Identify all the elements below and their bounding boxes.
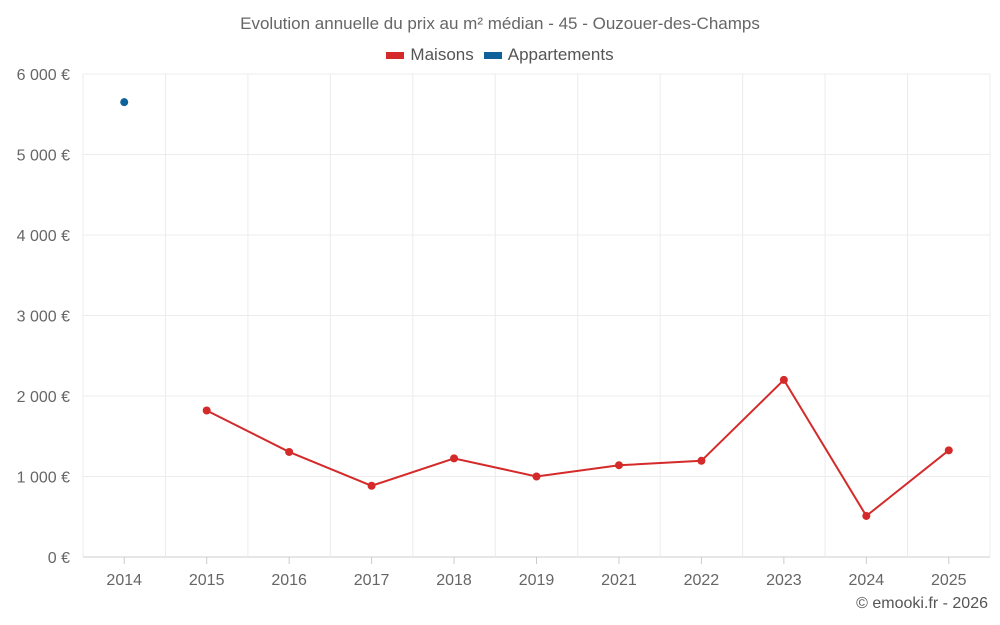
y-tick-label: 6 000 € — [17, 67, 70, 84]
legend-item-maisons[interactable]: Maisons — [386, 45, 474, 65]
data-point-maisons-2024 — [862, 511, 871, 520]
data-point-maisons-2017 — [367, 481, 376, 490]
data-point-maisons-2021 — [614, 461, 623, 470]
y-tick-label: 2 000 € — [17, 389, 70, 406]
y-tick-label: 4 000 € — [17, 228, 70, 245]
data-point-appartements-2014 — [120, 98, 129, 107]
data-point-maisons-2018 — [450, 454, 459, 463]
legend-item-appartements[interactable]: Appartements — [483, 45, 614, 65]
legend: Maisons Appartements — [0, 45, 1000, 65]
data-point-maisons-2022 — [697, 456, 706, 465]
x-tick-label: 2019 — [519, 572, 555, 589]
data-point-maisons-2015 — [202, 406, 211, 415]
x-tick-label: 2017 — [354, 572, 390, 589]
series-line-maisons — [206, 378, 950, 518]
x-tick-label: 2014 — [106, 572, 142, 589]
y-tick-label: 3 000 € — [17, 309, 70, 326]
legend-swatch-maisons — [386, 51, 405, 59]
credit-text: © emooki.fr - 2026 — [856, 595, 988, 612]
y-tick-label: 1 000 € — [17, 470, 70, 487]
x-tick-label: 2023 — [766, 572, 802, 589]
data-point-maisons-2016 — [285, 447, 294, 456]
legend-label-appartements: Appartements — [507, 45, 614, 64]
x-tick-label: 2022 — [684, 572, 720, 589]
data-point-maisons-2023 — [779, 375, 788, 384]
y-tick-label: 5 000 € — [17, 148, 70, 165]
legend-label-maisons: Maisons — [410, 45, 474, 64]
x-tick-label: 2016 — [271, 572, 307, 589]
x-tick-label: 2025 — [931, 572, 967, 589]
data-point-maisons-2019 — [532, 472, 541, 481]
y-tick-label: 0 € — [48, 550, 70, 567]
x-tick-label: 2021 — [601, 572, 637, 589]
data-point-maisons-2025 — [944, 446, 953, 455]
legend-swatch-appartements — [483, 51, 502, 59]
x-tick-label: 2015 — [189, 572, 225, 589]
chart-title: Evolution annuelle du prix au m² médian … — [240, 14, 760, 33]
x-tick-label: 2018 — [436, 572, 472, 589]
x-tick-label: 2024 — [849, 572, 885, 589]
